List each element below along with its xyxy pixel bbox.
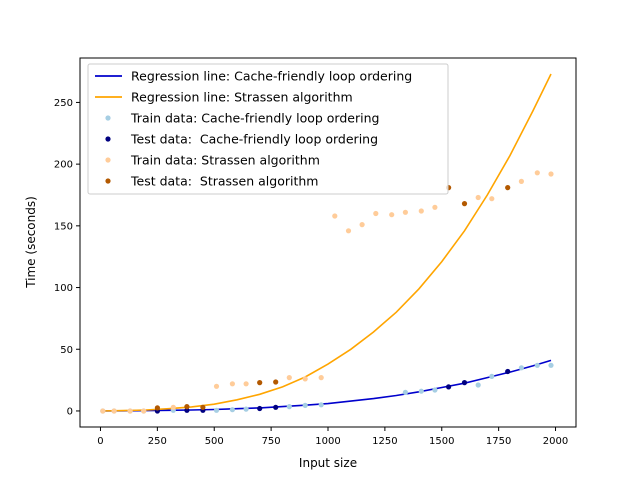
series-5-point <box>184 404 190 410</box>
series-4-point <box>534 170 540 176</box>
series-4-point <box>389 212 395 218</box>
x-tick-label: 750 <box>262 436 281 447</box>
series-4-point <box>359 222 365 228</box>
legend-entry: Regression line: Cache-friendly loop ord… <box>131 69 412 84</box>
legend-swatch <box>105 115 111 121</box>
legend-entry: Test data: Strassen algorithm <box>130 174 318 189</box>
series-4-point <box>345 228 352 234</box>
series-2-point <box>432 387 438 393</box>
series-2-point <box>302 402 308 408</box>
series-1-line <box>100 73 552 412</box>
x-tick-label: 250 <box>148 436 167 447</box>
legend: Regression line: Cache-friendly loop ord… <box>87 63 449 195</box>
series-2-point <box>402 389 408 395</box>
x-axis-label: Input size <box>299 456 357 470</box>
series-4-point <box>127 408 133 414</box>
series-4-point <box>518 178 525 184</box>
x-tick-label: 0 <box>97 436 103 447</box>
series-5-point <box>154 405 160 411</box>
series-5-point <box>273 379 279 385</box>
y-tick-label: 200 <box>54 160 73 171</box>
plot-area <box>100 73 554 414</box>
x-tick-label: 1750 <box>486 436 511 447</box>
series-4-point <box>302 376 308 382</box>
series-2-point <box>475 382 481 388</box>
y-tick-label: 250 <box>54 98 73 109</box>
series-3-point <box>257 405 263 412</box>
series-4-point <box>170 404 176 410</box>
series-5-point <box>461 201 468 207</box>
series-2-point <box>518 365 525 371</box>
series-4-point <box>548 171 554 177</box>
x-tick-label: 2000 <box>543 436 568 447</box>
legend-box <box>87 63 449 195</box>
x-tick-label: 500 <box>205 436 224 447</box>
series-2-point <box>318 402 324 408</box>
series-0-line <box>100 359 552 412</box>
series-5-point <box>200 404 206 410</box>
legend-swatch <box>105 136 111 142</box>
x-tick-label: 1000 <box>315 436 340 447</box>
series-5-point <box>257 380 263 386</box>
legend-entry: Train data: Strassen algorithm <box>130 153 320 168</box>
y-axis: 0 50 100 150 200 250 <box>54 98 80 417</box>
y-tick-label: 0 <box>67 406 73 417</box>
series-4-point <box>213 383 220 389</box>
series-2-point <box>548 362 554 368</box>
series-4-point <box>141 408 147 414</box>
series-5-point <box>505 185 511 191</box>
series-4-point <box>418 208 424 214</box>
legend-entry: Regression line: Strassen algorithm <box>131 90 353 105</box>
series-2-point <box>243 406 249 412</box>
legend-entry: Test data: Cache-friendly loop ordering <box>130 132 378 147</box>
series-3-point <box>461 380 468 386</box>
series-4-point <box>229 381 235 387</box>
series-2-point <box>534 362 540 368</box>
series-4-point <box>402 209 408 215</box>
series-4-point <box>286 375 292 381</box>
series-3-point <box>273 404 279 410</box>
series-2-point <box>286 404 292 410</box>
series-4-point <box>100 408 106 414</box>
series-3-point <box>505 368 511 375</box>
series-2-point <box>418 388 424 394</box>
y-tick-label: 50 <box>60 345 73 356</box>
series-4-point <box>432 204 438 210</box>
series-4-point <box>373 210 379 217</box>
series-2-point <box>213 407 220 413</box>
series-4-point <box>332 213 338 219</box>
x-tick-label: 1500 <box>429 436 454 447</box>
legend-swatch <box>105 178 111 184</box>
y-tick-label: 150 <box>54 221 73 232</box>
legend-entry: Train data: Cache-friendly loop ordering <box>130 111 379 126</box>
series-2-point <box>229 407 235 413</box>
series-4-point <box>475 194 481 201</box>
x-axis: 0 250 500 750 1000 1250 1500 1750 2000 <box>97 427 568 447</box>
series-4-point <box>243 381 249 387</box>
series-3-point <box>446 384 452 390</box>
y-axis-label: Time (seconds) <box>24 196 38 289</box>
series-4-point <box>318 375 324 381</box>
y-tick-label: 100 <box>54 283 73 294</box>
legend-swatch <box>105 157 111 163</box>
series-4-point <box>111 408 117 414</box>
x-tick-label: 1250 <box>372 436 397 447</box>
series-4-point <box>489 196 495 202</box>
series-2-point <box>489 373 495 379</box>
series-3-point <box>184 407 190 413</box>
